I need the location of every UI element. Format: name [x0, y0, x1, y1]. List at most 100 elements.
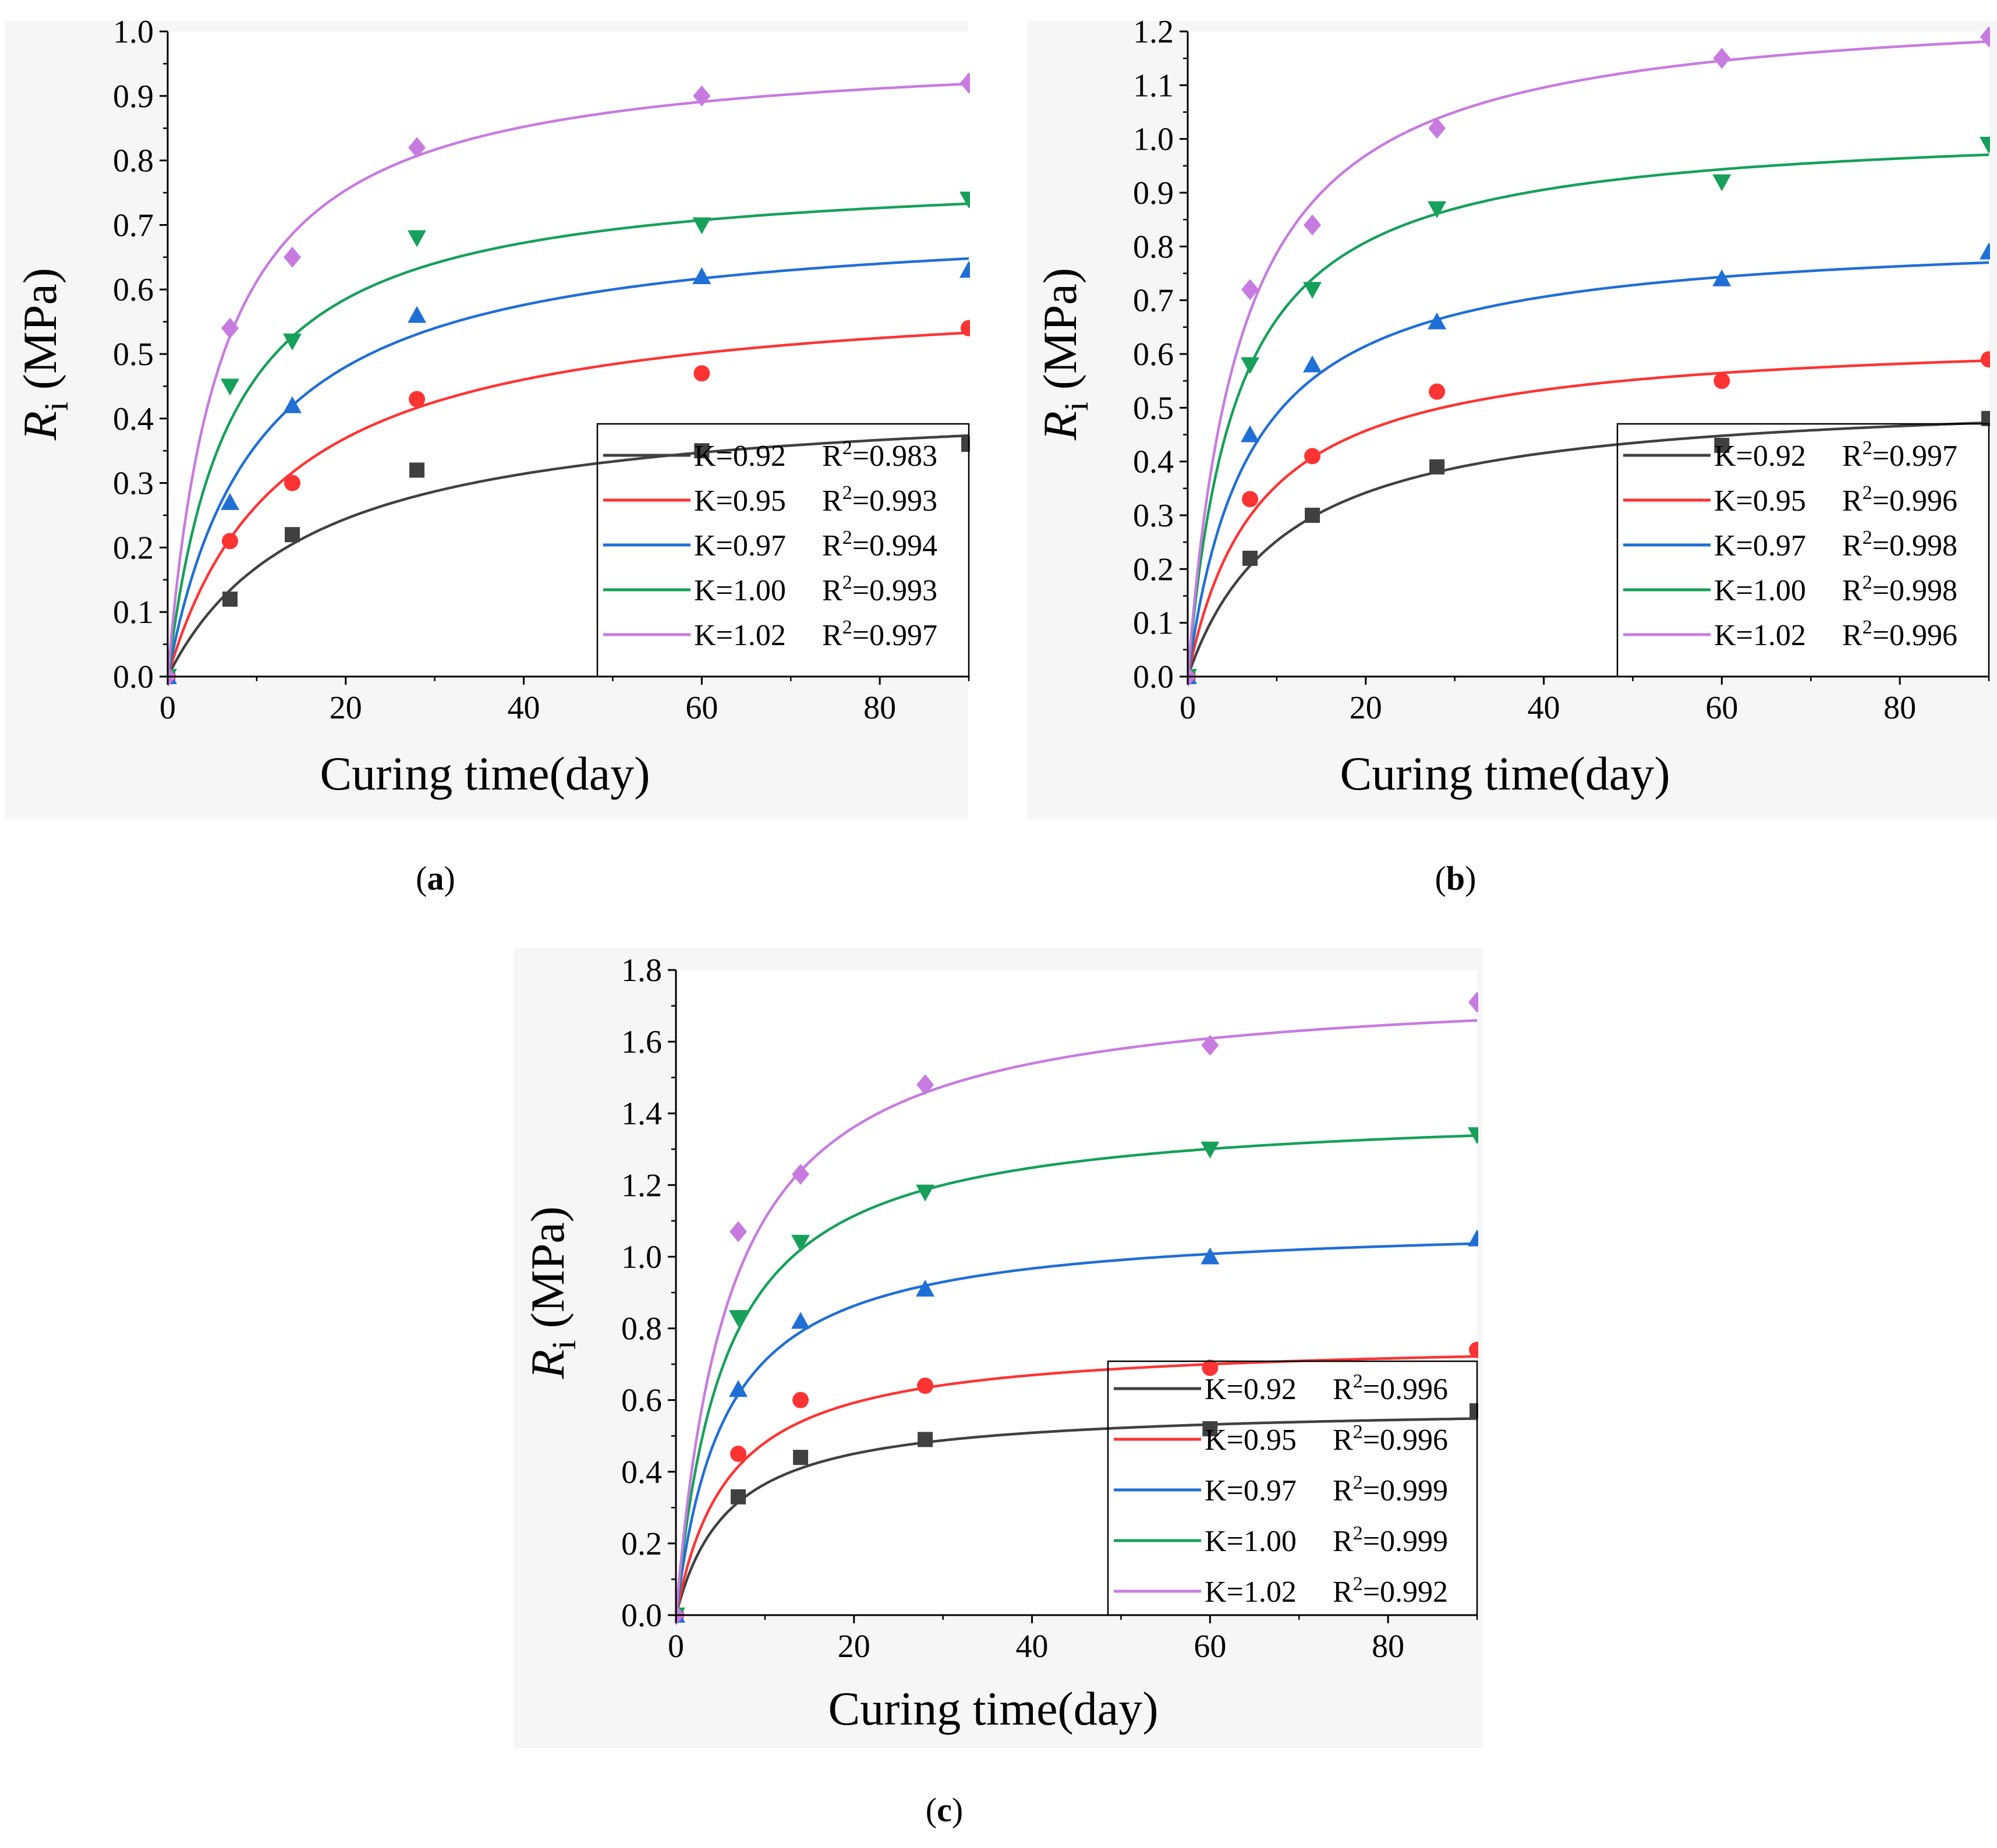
- data-point-K=1.02-7: [1241, 279, 1259, 300]
- data-point-K=0.97-90: [959, 260, 970, 278]
- legend-label: K=1.00: [1205, 1525, 1297, 1558]
- legend-label: K=0.97: [1714, 529, 1806, 562]
- data-point-K=0.95-90: [961, 320, 970, 337]
- data-point-K=1.00-28: [916, 1184, 935, 1202]
- data-point-K=0.95-14: [1304, 448, 1321, 465]
- legend-r2: R2=0.999: [1333, 1523, 1448, 1558]
- legend-box: [1107, 1360, 1478, 1616]
- y-tick-label: 0.8: [1133, 229, 1174, 265]
- legend-r2: R2=0.994: [822, 527, 937, 562]
- data-point-K=0.97-60: [1712, 269, 1732, 286]
- fit-curve-K=1.00: [1188, 153, 1989, 677]
- y-tick-label: 0.0: [621, 1598, 662, 1634]
- x-tick-label: 0: [668, 1628, 684, 1665]
- fit-curve-K=0.95: [168, 331, 969, 677]
- y-tick-label: 0.2: [621, 1526, 662, 1562]
- x-axis-title: Curing time(day): [320, 747, 650, 800]
- data-point-K=0.92-60: [694, 443, 710, 459]
- data-point-K=0.97-28: [916, 1279, 935, 1297]
- x-tick-label: 0: [160, 690, 176, 726]
- fit-curve-K=1.02: [676, 1019, 1478, 1616]
- y-tick-label: 0.0: [1133, 659, 1174, 695]
- data-point-K=0.97-28: [408, 306, 427, 323]
- x-tick-label: 80: [1883, 690, 1916, 726]
- data-point-K=0.92-7: [1242, 550, 1258, 566]
- data-point-K=1.02-14: [284, 246, 302, 268]
- y-tick-label: 1.0: [621, 1239, 662, 1275]
- legend-r2: R2=0.996: [1842, 617, 1957, 652]
- plot-area: [168, 31, 969, 677]
- data-point-K=0.95-60: [1713, 373, 1730, 390]
- data-point-K=0.97-90: [1468, 1229, 1478, 1247]
- data-point-K=0.97-7: [221, 493, 240, 510]
- x-tick-label: 60: [1194, 1628, 1226, 1665]
- data-point-K=1.02-14: [792, 1163, 810, 1185]
- plot-area: [1188, 31, 1989, 677]
- data-point-K=0.92-28: [918, 1432, 933, 1447]
- legend-label: K=0.95: [694, 484, 786, 518]
- y-tick-label: 0.3: [1133, 498, 1174, 534]
- plot-area: [676, 970, 1477, 1615]
- y-axis-unit: (MPa): [521, 1206, 574, 1340]
- plot-content: [168, 72, 970, 687]
- fit-curve-K=0.97: [676, 1242, 1478, 1616]
- data-point-K=0.92-14: [793, 1450, 809, 1465]
- legend-label: K=0.92: [694, 440, 786, 473]
- data-point-K=0.97-14: [791, 1312, 810, 1329]
- data-point-K=1.00-14: [283, 333, 302, 351]
- data-point-K=1.02-60: [693, 85, 711, 107]
- data-point-K=1.00-28: [408, 230, 427, 247]
- data-point-K=1.00-28: [1428, 201, 1447, 218]
- legend: K=0.92 R2=0.996 K=0.95 R2=0.996 K=0.97 R2=0.9…: [1107, 1360, 1478, 1616]
- data-point-K=0.92-60: [1202, 1421, 1218, 1436]
- x-tick-label: 80: [1372, 1628, 1404, 1665]
- data-point-K=0.95-7: [222, 533, 239, 550]
- data-point-K=1.00-7: [221, 378, 240, 396]
- legend-label: K=1.00: [1714, 574, 1806, 607]
- data-point-K=0.92-60: [1714, 437, 1730, 453]
- data-point-K=0.97-28: [1428, 312, 1447, 330]
- data-point-K=1.02-90: [1468, 992, 1478, 1013]
- legend-label: K=1.02: [1714, 619, 1806, 652]
- fit-curve-K=0.97: [1188, 261, 1989, 677]
- legend-label: K=0.95: [1205, 1424, 1297, 1457]
- y-axis-title: Ri (MPa): [13, 268, 75, 441]
- fit-curve-K=0.95: [676, 1355, 1478, 1616]
- data-point-K=1.02-7: [221, 317, 239, 339]
- y-axis-unit: (MPa): [13, 268, 66, 402]
- legend-r2: R2=0.996: [1333, 1421, 1448, 1457]
- x-tick-label: 40: [1528, 690, 1560, 726]
- data-point-K=0.95-7: [730, 1446, 747, 1462]
- x-tick-label: 40: [508, 690, 540, 726]
- y-tick-label: 0.2: [113, 530, 154, 566]
- legend-r2: R2=0.997: [822, 617, 937, 652]
- data-point-K=1.00-7: [1241, 357, 1260, 374]
- data-point-K=0.92-7: [222, 592, 238, 607]
- y-tick-label: 1.0: [113, 14, 154, 50]
- legend-label: K=0.97: [1205, 1474, 1297, 1507]
- legend-label: K=0.92: [1205, 1373, 1297, 1406]
- y-tick-label: 1.0: [1133, 122, 1174, 158]
- data-point-K=0.95-14: [284, 475, 301, 491]
- legend-box: [1616, 423, 1990, 678]
- x-tick-label: 40: [1016, 1628, 1049, 1665]
- fit-curve-K=0.92: [676, 1417, 1478, 1616]
- legend-r2: R2=0.983: [822, 437, 937, 473]
- y-axis-symbol: R: [1033, 411, 1086, 441]
- legend-r2: R2=0.998: [1842, 527, 1957, 562]
- data-point-K=0.92-14: [1305, 508, 1320, 523]
- y-tick-label: 1.8: [621, 953, 662, 989]
- data-point-K=0.97-60: [692, 267, 711, 285]
- y-tick-label: 0.4: [113, 401, 154, 437]
- fit-curve-K=1.02: [168, 82, 969, 677]
- y-tick-label: 0.2: [1133, 551, 1174, 587]
- plot-content: [1188, 26, 1990, 687]
- fit-curve-K=1.00: [168, 202, 969, 677]
- y-axis-symbol: R: [521, 1350, 574, 1379]
- y-axis-symbol: R: [13, 411, 66, 441]
- data-point-K=0.92-90: [1981, 410, 1990, 426]
- data-point-K=0.92-90: [1470, 1403, 1478, 1419]
- data-point-K=0.92-90: [961, 437, 970, 452]
- data-point-K=0.95-90: [1469, 1341, 1478, 1358]
- data-point-K=0.92-14: [285, 527, 300, 543]
